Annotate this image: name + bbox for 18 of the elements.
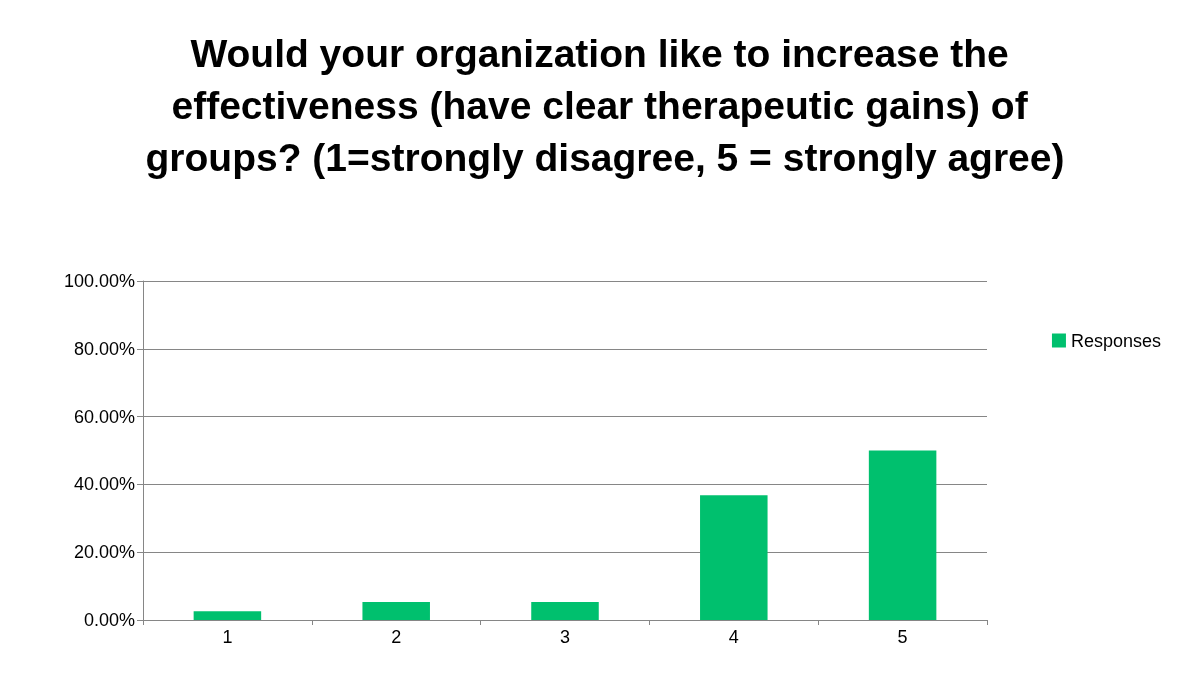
bar <box>700 495 768 620</box>
y-tick-label: 20.00% <box>73 542 135 563</box>
y-tick-label: 80.00% <box>73 338 135 359</box>
bar <box>362 602 430 620</box>
bar <box>193 611 262 620</box>
x-tick-label: 3 <box>559 627 571 647</box>
y-tick-label: 0.00% <box>83 610 135 630</box>
x-tick-label: 2 <box>391 627 402 647</box>
bar <box>868 450 937 620</box>
y-tick-label: 100.00% <box>63 271 135 291</box>
x-tick-label: 5 <box>897 627 908 647</box>
bar <box>531 602 599 620</box>
y-tick-label: 60.00% <box>73 406 135 427</box>
y-tick-label: 40.00% <box>73 474 135 495</box>
x-tick-label: 1 <box>222 627 233 647</box>
x-tick-label: 4 <box>728 627 739 647</box>
legend-label: Responses <box>1070 330 1162 351</box>
chart-title: Would your organization like to increase the effectiveness (have clear therapeutic gains) of groups? (1=strongly disagree, 5 = strongly agree) <box>145 31 1065 179</box>
